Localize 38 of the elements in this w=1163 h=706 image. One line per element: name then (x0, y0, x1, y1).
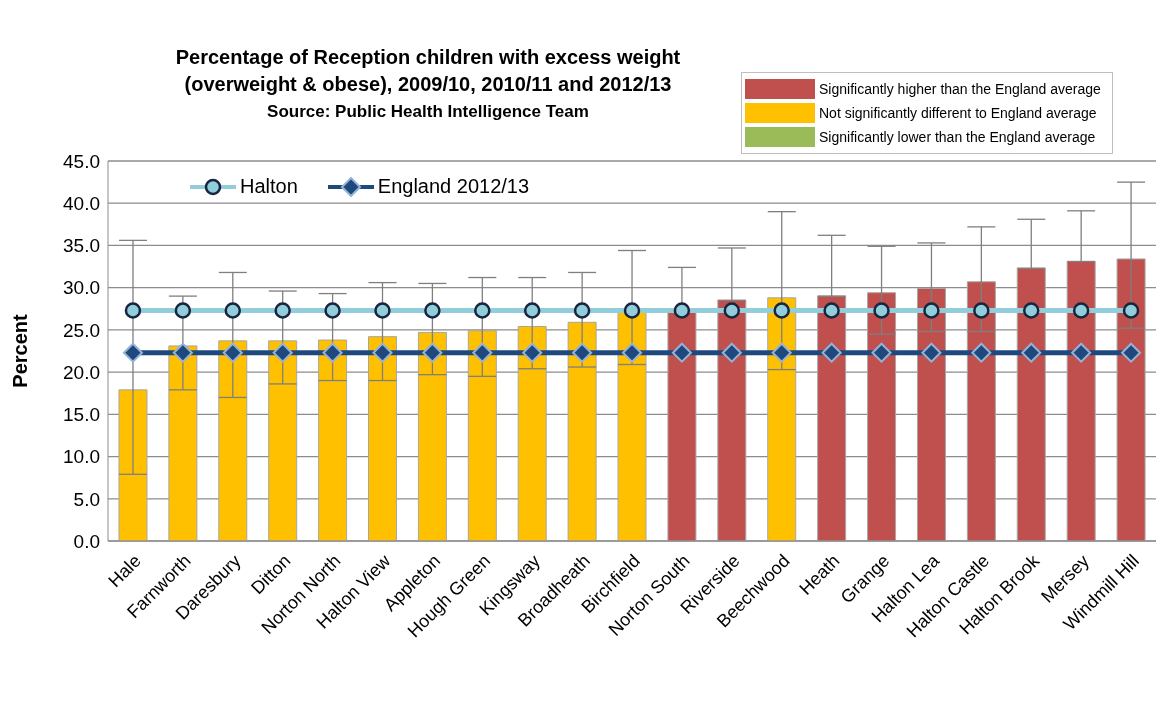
legend-label: Halton (240, 175, 298, 198)
legend-label: Not significantly different to England average (819, 105, 1097, 121)
y-tick-label: 15.0 (63, 404, 100, 426)
bar (817, 295, 847, 541)
bar (1066, 260, 1096, 541)
bar (318, 339, 348, 541)
bar (966, 281, 996, 541)
bar (517, 326, 547, 541)
y-tick-label: 5.0 (73, 488, 100, 510)
y-tick-label: 10.0 (63, 446, 100, 468)
bar (417, 331, 447, 541)
bar (617, 311, 647, 541)
y-tick-label: 45.0 (63, 150, 100, 172)
legend-label: England 2012/13 (377, 175, 530, 198)
bar (717, 299, 747, 541)
bar (268, 340, 298, 541)
y-tick-label: 25.0 (63, 319, 100, 341)
bar (567, 321, 597, 541)
bar (1016, 267, 1046, 541)
y-tick-label: 35.0 (63, 235, 100, 257)
y-axis-title: Percent (9, 313, 32, 388)
chart-subtitle: Source: Public Health Intelligence Team (266, 102, 590, 122)
bar (1116, 258, 1146, 541)
y-tick-label: 30.0 (63, 277, 100, 299)
y-tick-label: 20.0 (63, 361, 100, 383)
bar (467, 330, 497, 541)
bar (667, 311, 697, 541)
chart-title: Percentage of Reception children with excess weight (overweight & obese), 2009/10, 2010/11 and 2012/13 (174, 45, 682, 97)
bar (767, 297, 797, 541)
legend-label: Significantly higher than the England average (819, 81, 1101, 97)
y-tick-label: 40.0 (63, 192, 100, 214)
y-tick-label: 0.0 (73, 530, 100, 552)
bar (916, 288, 946, 541)
bar (218, 340, 248, 541)
bar (368, 336, 397, 541)
bar (168, 345, 198, 541)
bar (118, 389, 148, 541)
legend-label: Significantly lower than the England average (819, 129, 1096, 145)
